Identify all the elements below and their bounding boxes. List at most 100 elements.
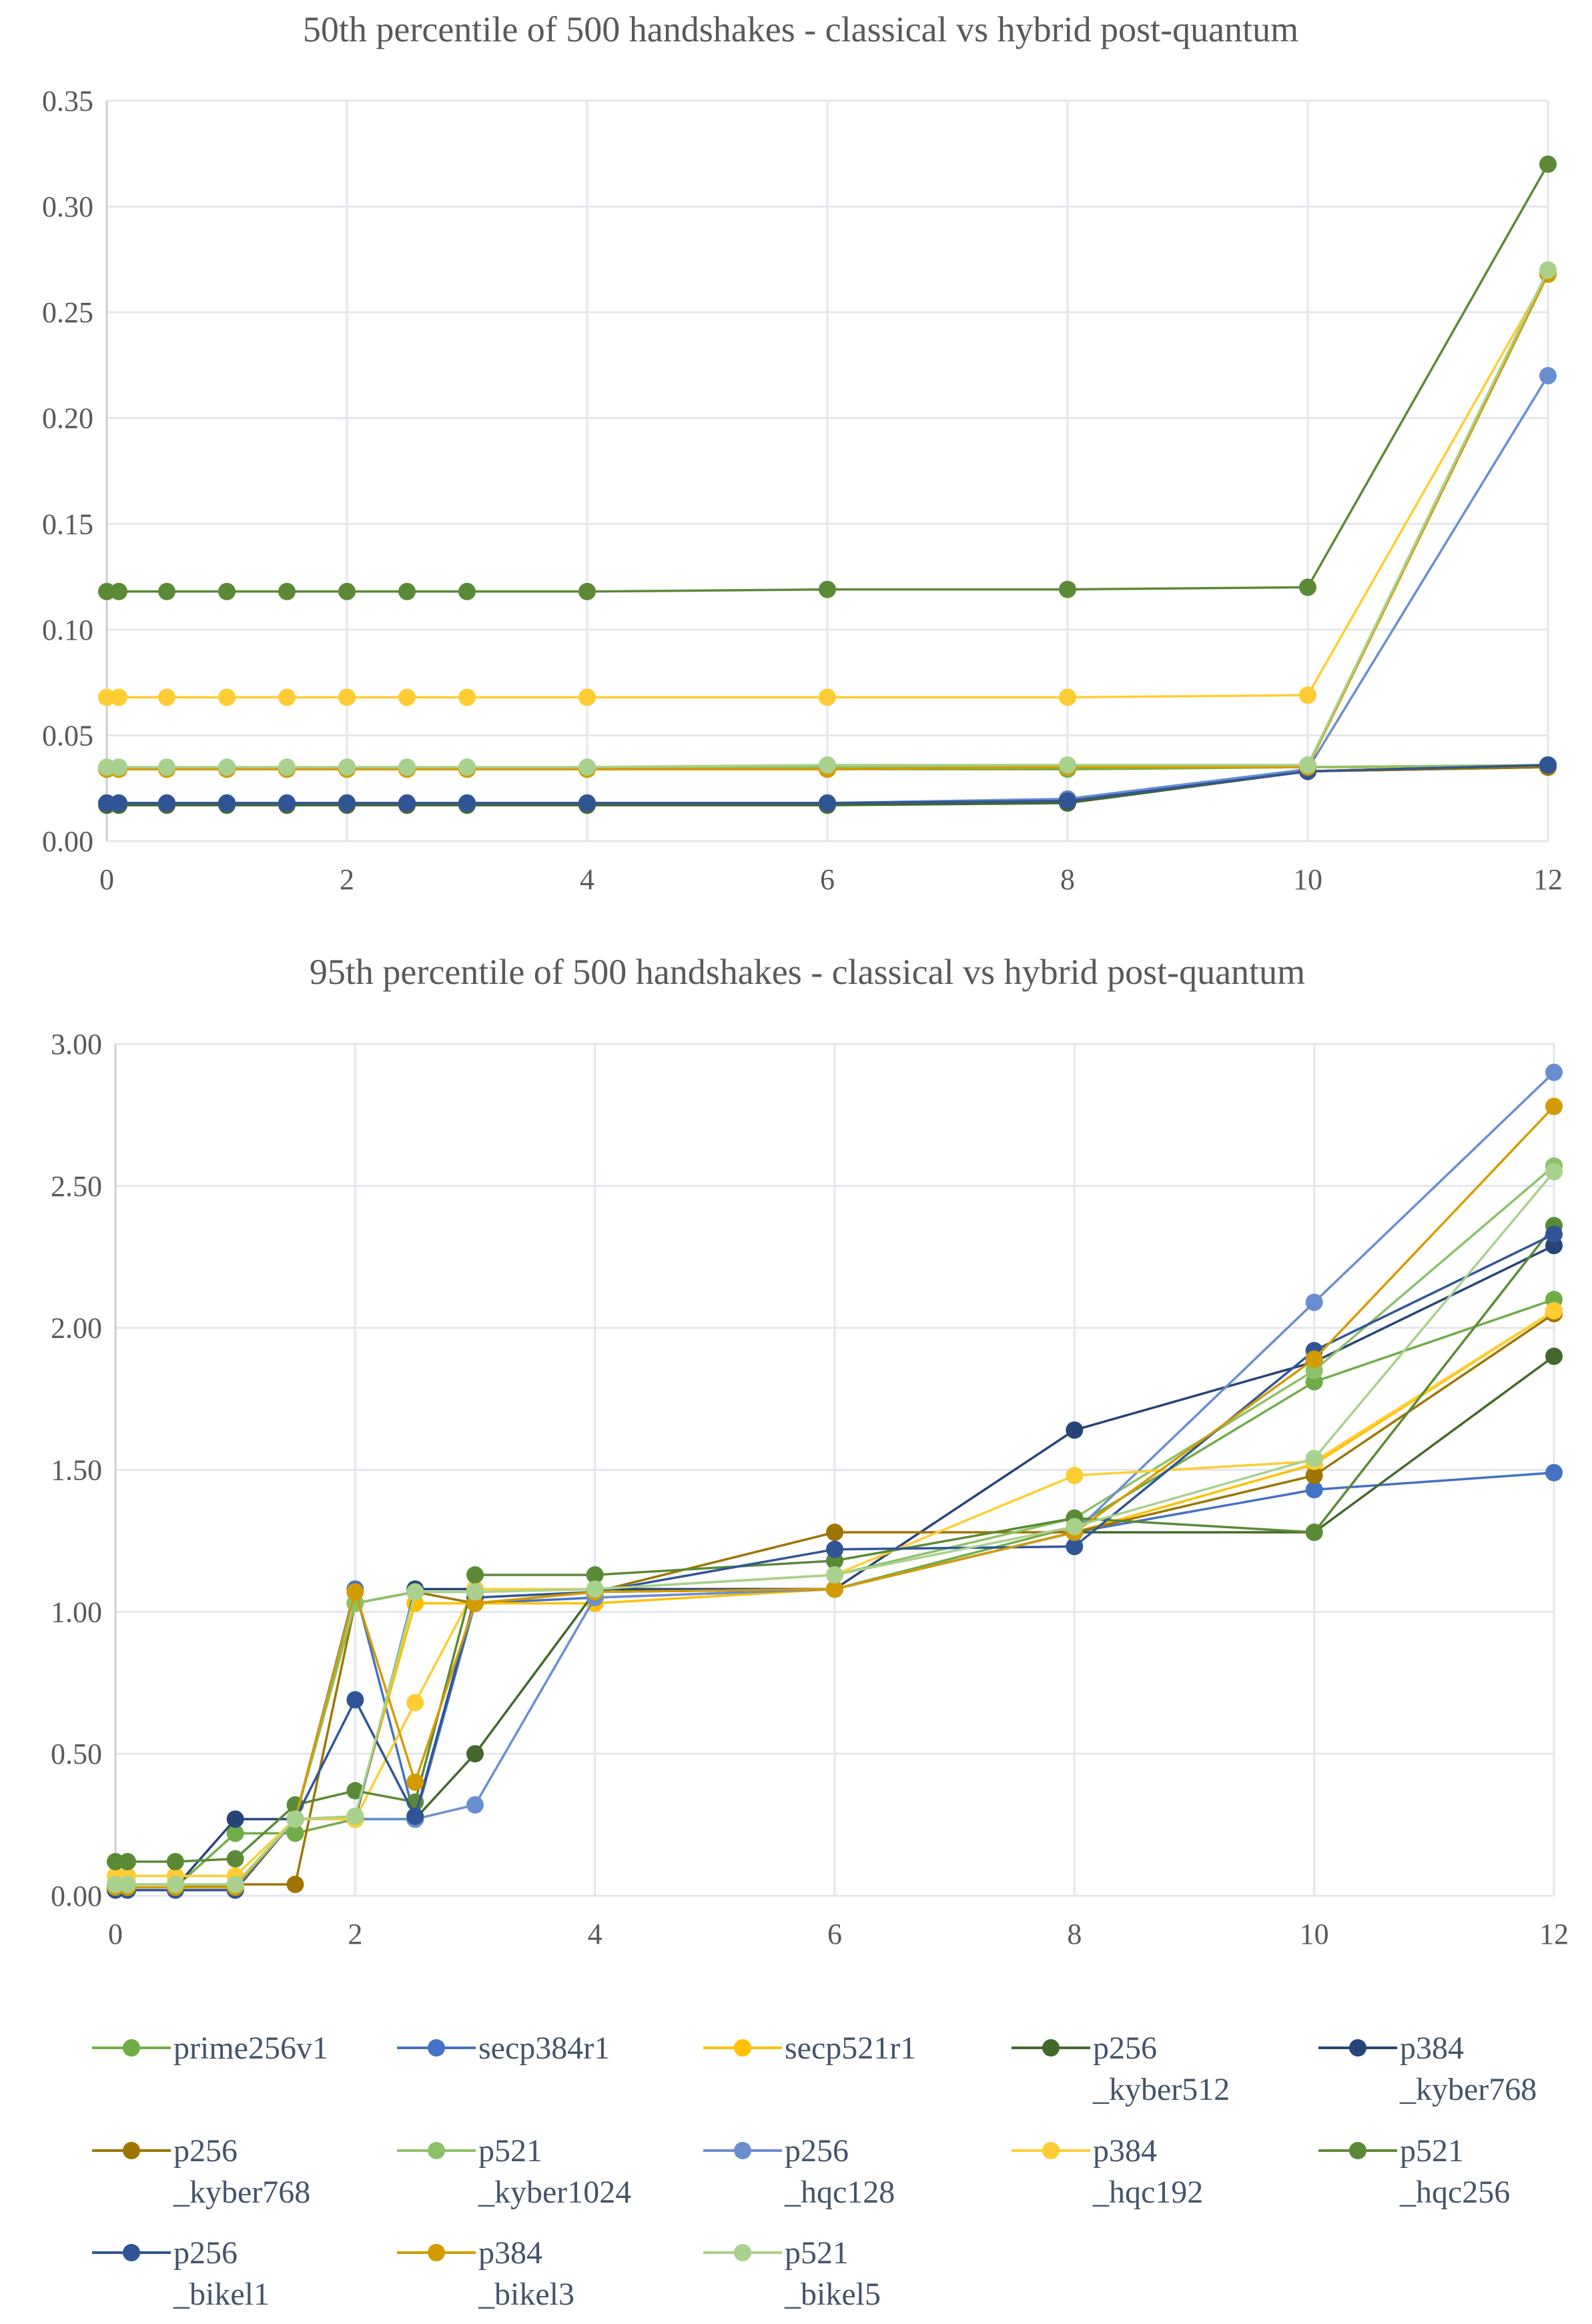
data-point bbox=[466, 1566, 484, 1584]
data-point bbox=[226, 1850, 244, 1868]
data-point bbox=[1305, 1467, 1323, 1485]
x-tick-label: 10 bbox=[1300, 1918, 1329, 1950]
data-point bbox=[226, 1875, 244, 1893]
data-point bbox=[406, 1773, 424, 1791]
legend-item-p521_hqc256: p521 _hqc256 bbox=[1318, 2133, 1510, 2210]
data-point bbox=[1299, 756, 1316, 774]
chart-p50: 50th percentile of 500 handshakes - clas… bbox=[42, 9, 1563, 896]
data-point bbox=[1545, 1063, 1563, 1081]
legend-label-line: _kyber768 bbox=[173, 2175, 310, 2210]
data-point bbox=[398, 794, 416, 812]
data-point bbox=[826, 1524, 843, 1542]
chart-title: 95th percentile of 500 handshakes - clas… bbox=[310, 952, 1305, 992]
data-point bbox=[819, 756, 836, 774]
series-p521_bikel5 bbox=[107, 1163, 1563, 1893]
legend-item-secp521r1: secp521r1 bbox=[703, 2030, 916, 2066]
data-point bbox=[458, 794, 476, 812]
legend-item-p256_kyber768: p256 _kyber768 bbox=[92, 2133, 310, 2210]
data-point bbox=[158, 794, 175, 812]
data-point bbox=[346, 1691, 364, 1709]
legend-label-line: p256 bbox=[785, 2133, 849, 2169]
data-point bbox=[1066, 1421, 1084, 1439]
data-point bbox=[819, 688, 836, 706]
data-point bbox=[466, 1583, 484, 1601]
legend-marker-icon bbox=[123, 2244, 140, 2261]
legend-label-line: p384 bbox=[478, 2235, 542, 2271]
data-point bbox=[1539, 367, 1557, 385]
data-point bbox=[1539, 756, 1557, 774]
data-point bbox=[278, 794, 296, 812]
data-point bbox=[118, 1852, 136, 1870]
data-point bbox=[826, 1566, 843, 1584]
legend-label: p521 _kyber1024 bbox=[478, 2133, 631, 2210]
x-tick-label: 4 bbox=[580, 863, 594, 896]
legend-label-line: p256 bbox=[173, 2235, 238, 2271]
data-point bbox=[1305, 1449, 1323, 1468]
data-point bbox=[586, 1566, 604, 1584]
data-point bbox=[1059, 792, 1076, 810]
data-point bbox=[1545, 1097, 1563, 1115]
legend-marker-icon bbox=[1349, 2039, 1366, 2057]
y-tick-label: 0.15 bbox=[42, 508, 93, 540]
legend-label-line: p256 bbox=[173, 2133, 238, 2169]
data-point bbox=[1066, 1467, 1084, 1485]
data-point bbox=[398, 758, 416, 776]
legend-label-line: _kyber768 bbox=[1399, 2072, 1537, 2107]
data-point bbox=[346, 1583, 364, 1601]
series-p384_hqc192 bbox=[98, 265, 1557, 706]
data-point bbox=[1059, 688, 1076, 706]
data-point bbox=[578, 688, 596, 706]
legend-label-line: p521 bbox=[785, 2235, 849, 2271]
y-tick-label: 0.30 bbox=[42, 191, 93, 223]
legend-marker-icon bbox=[1349, 2142, 1366, 2159]
legend-label: p384 _bikel3 bbox=[478, 2235, 574, 2312]
data-point bbox=[158, 688, 175, 706]
legend-label-line: _kyber512 bbox=[1092, 2072, 1230, 2107]
data-point bbox=[1305, 1481, 1323, 1499]
data-point bbox=[158, 582, 175, 600]
data-point bbox=[1539, 261, 1557, 279]
y-tick-label: 0.00 bbox=[51, 1880, 102, 1912]
series-p521_bikel5 bbox=[98, 261, 1557, 776]
chart-title: 50th percentile of 500 handshakes - clas… bbox=[303, 9, 1298, 49]
data-point bbox=[166, 1852, 184, 1870]
y-tick-label: 1.50 bbox=[51, 1454, 102, 1487]
y-tick-label: 0.50 bbox=[51, 1738, 102, 1770]
data-point bbox=[406, 1583, 424, 1601]
legend-item-p384_kyber768: p384 _kyber768 bbox=[1318, 2030, 1537, 2107]
data-point bbox=[226, 1810, 244, 1828]
legend-marker-icon bbox=[428, 2244, 445, 2261]
data-point bbox=[98, 758, 115, 776]
data-point bbox=[278, 688, 296, 706]
legend-item-prime256v1: prime256v1 bbox=[92, 2030, 328, 2066]
legend-label: p256 _hqc128 bbox=[784, 2133, 895, 2210]
data-point bbox=[278, 758, 296, 776]
data-point bbox=[286, 1875, 304, 1893]
legend-label: prime256v1 bbox=[173, 2030, 328, 2066]
data-point bbox=[819, 794, 836, 812]
data-point bbox=[1545, 1225, 1563, 1243]
x-tick-label: 0 bbox=[99, 863, 114, 896]
x-tick-label: 6 bbox=[820, 863, 835, 896]
data-point bbox=[1305, 1293, 1323, 1311]
x-tick-label: 12 bbox=[1539, 1918, 1569, 1950]
legend-label: p256 _kyber768 bbox=[173, 2133, 310, 2210]
legend-item-p384_hqc192: p384 _hqc192 bbox=[1012, 2133, 1203, 2210]
data-point bbox=[1545, 1347, 1563, 1365]
legend-marker-icon bbox=[1042, 2039, 1060, 2057]
data-point bbox=[346, 1807, 364, 1825]
legend-label-line: _kyber1024 bbox=[478, 2175, 631, 2210]
chart-p95: 95th percentile of 500 handshakes - clas… bbox=[51, 952, 1569, 1950]
data-point bbox=[406, 1694, 424, 1712]
data-point bbox=[218, 582, 236, 600]
data-point bbox=[406, 1807, 424, 1825]
legend-item-p256_bikel1: p256 _bikel1 bbox=[92, 2235, 270, 2312]
legend-label-line: _bikel1 bbox=[173, 2277, 270, 2312]
data-point bbox=[338, 794, 356, 812]
y-tick-label: 0.00 bbox=[42, 825, 93, 858]
legend-item-p256_kyber512: p256 _kyber512 bbox=[1012, 2030, 1230, 2107]
legend-marker-icon bbox=[734, 2039, 751, 2057]
legend-label: p256 _kyber512 bbox=[1092, 2030, 1230, 2107]
data-point bbox=[1539, 155, 1557, 173]
data-point bbox=[226, 1824, 244, 1842]
